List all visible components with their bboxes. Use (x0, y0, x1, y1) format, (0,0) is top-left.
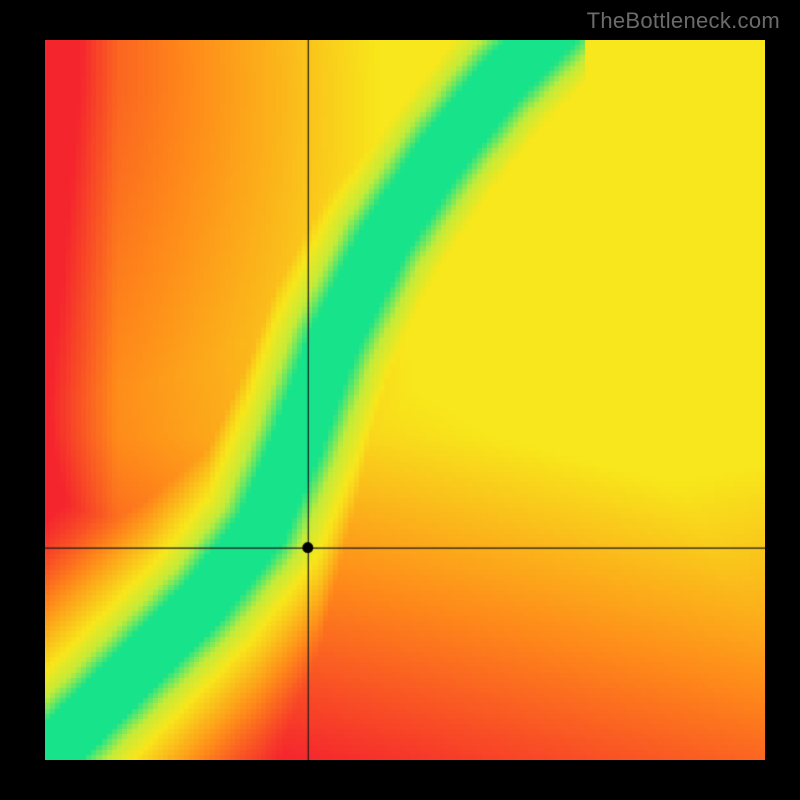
crosshair-overlay (45, 40, 765, 760)
watermark-text: TheBottleneck.com (587, 8, 780, 34)
chart-container: { "watermark_text": "TheBottleneck.com",… (0, 0, 800, 800)
